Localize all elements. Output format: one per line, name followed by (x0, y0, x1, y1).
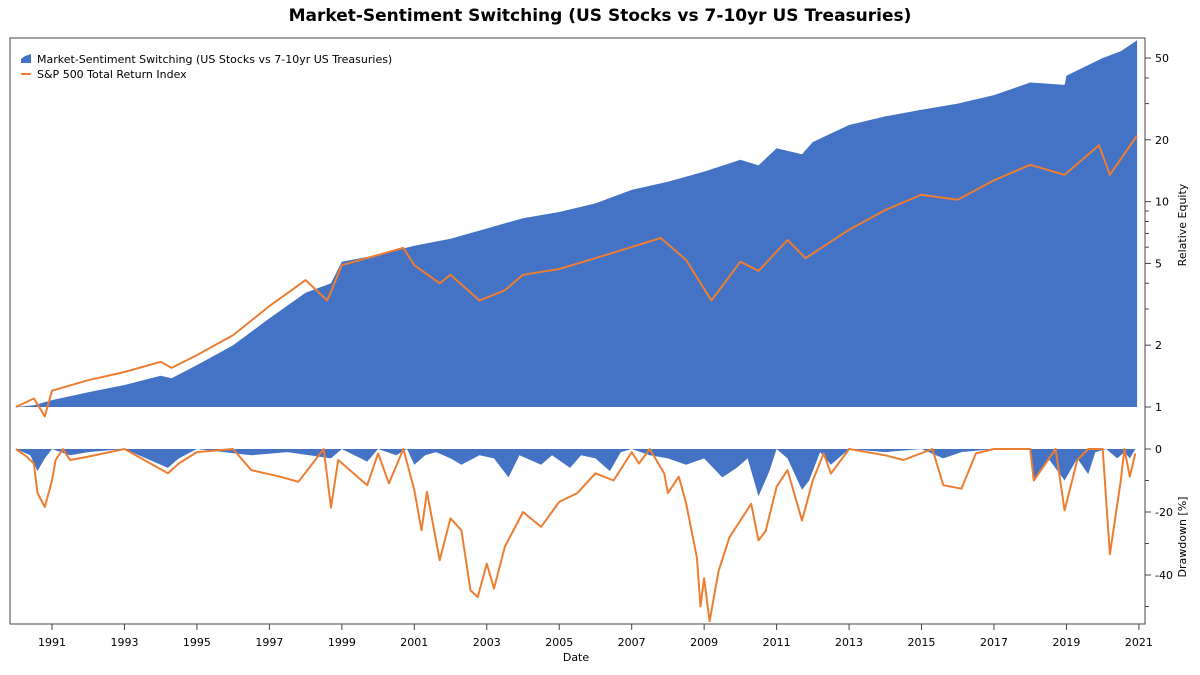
legend-area-swatch (21, 54, 31, 63)
x-tick-label: 2013 (835, 636, 863, 649)
x-tick-label: 1993 (110, 636, 138, 649)
sp500-line-1 (15, 448, 1137, 623)
drawdown-tick-label: -40 (1155, 569, 1173, 582)
x-tick-label: 2005 (545, 636, 573, 649)
x-tick-label: 2011 (763, 636, 791, 649)
x-tick-label: 1995 (183, 636, 211, 649)
y-tick-label: 20 (1155, 134, 1169, 147)
x-tick-label: 2001 (400, 636, 428, 649)
drawdown-axis-label: Drawdown [%] (1176, 497, 1189, 578)
x-tick-label: 1997 (255, 636, 283, 649)
chart-title: Market-Sentiment Switching (US Stocks vs… (288, 6, 912, 26)
x-tick-label: 2019 (1052, 636, 1080, 649)
x-tick-label: 2017 (980, 636, 1008, 649)
x-tick-label: 1999 (328, 636, 356, 649)
legend-label-sp500: S&P 500 Total Return Index (37, 68, 187, 81)
strategy-area-1 (15, 449, 1136, 497)
x-tick-label: 2003 (473, 636, 501, 649)
y-tick-label: 10 (1155, 196, 1169, 209)
x-axis-label: Date (563, 651, 590, 664)
x-tick-label: 2009 (690, 636, 718, 649)
legend-label-strategy: Market-Sentiment Switching (US Stocks vs… (37, 53, 392, 66)
drawdown-tick-label: 0 (1155, 443, 1162, 456)
x-tick-label: 2021 (1125, 636, 1153, 649)
y-tick-label: 50 (1155, 52, 1169, 65)
x-tick-label: 1991 (38, 636, 66, 649)
sp500-line-0 (15, 134, 1138, 418)
y-tick-label: 5 (1155, 257, 1162, 270)
y-tick-label: 2 (1155, 339, 1162, 352)
x-tick-label: 2015 (908, 636, 936, 649)
y-axis-label: Relative Equity (1176, 183, 1189, 266)
drawdown-tick-label: -20 (1155, 506, 1173, 519)
y-tick-label: 1 (1155, 401, 1162, 414)
x-tick-label: 2007 (618, 636, 646, 649)
plot-frame (9, 37, 1146, 625)
strategy-area-0 (15, 40, 1138, 408)
